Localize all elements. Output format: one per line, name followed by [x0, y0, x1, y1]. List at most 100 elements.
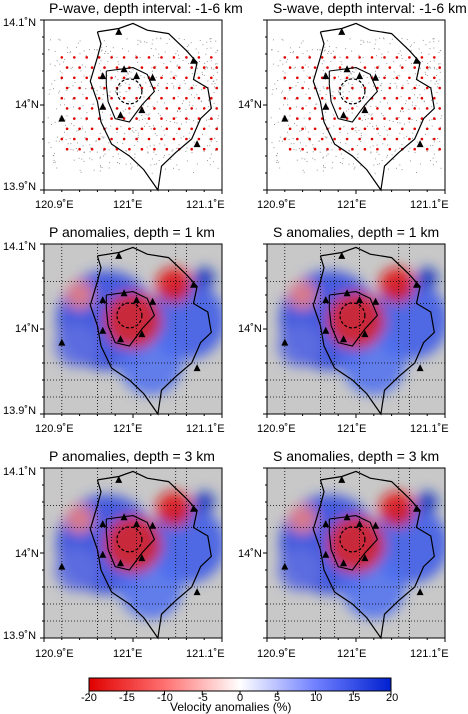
event-dot [62, 61, 64, 63]
grid-node [185, 96, 188, 100]
event-dot [95, 140, 97, 142]
event-dot [418, 48, 420, 50]
station-triangle [120, 65, 128, 73]
grid-node [128, 86, 131, 90]
event-dot [317, 49, 318, 51]
event-dot [130, 128, 132, 129]
event-dot [392, 121, 394, 122]
event-dot [323, 60, 325, 62]
event-dot [155, 76, 157, 78]
anomaly-blob [379, 267, 415, 303]
event-dot [149, 126, 151, 127]
event-dot [158, 160, 160, 161]
event-dot [437, 86, 438, 88]
event-dot [128, 50, 130, 52]
event-dot [195, 48, 197, 50]
anomaly-blob [104, 516, 162, 573]
grid-node [60, 96, 64, 100]
event-dot [318, 140, 320, 142]
event-dot [352, 71, 353, 73]
event-dot [378, 76, 380, 78]
event-dot [102, 102, 104, 104]
grid-node [73, 117, 76, 120]
event-dot [325, 111, 326, 113]
station-triangle [117, 111, 125, 119]
event-dot [117, 61, 119, 63]
grid-node [165, 107, 169, 110]
event-dot [150, 48, 152, 49]
event-dot [143, 96, 145, 98]
grid-node [60, 76, 64, 80]
event-dot [54, 50, 56, 52]
event-dot [429, 41, 431, 43]
event-dot [416, 87, 418, 89]
event-dot [433, 60, 435, 62]
event-dot [192, 105, 194, 107]
grid-node [147, 56, 151, 59]
grid-node [338, 66, 342, 69]
event-dot [370, 99, 372, 101]
event-dot [342, 96, 344, 97]
event-dot [400, 110, 401, 112]
event-dot [360, 61, 362, 63]
grid-node [178, 127, 181, 131]
station-triangle [416, 588, 424, 596]
event-dot [393, 71, 395, 73]
event-dot [56, 108, 58, 110]
event-dot [78, 130, 80, 131]
xtick-121-r2c1: 121˚E [113, 423, 143, 435]
grid-node [308, 56, 312, 59]
event-dot [126, 38, 128, 40]
event-dot [360, 137, 362, 139]
cbar-tick-5: 5 [274, 692, 281, 704]
grid-node [395, 137, 399, 141]
event-dot [210, 141, 212, 143]
event-dot [288, 139, 290, 141]
event-dot [117, 153, 119, 155]
grid-node [97, 96, 101, 100]
event-dot [348, 74, 350, 76]
event-dot [375, 39, 377, 41]
station-triangle [117, 559, 125, 567]
event-dot [177, 54, 179, 56]
event-dot [352, 89, 354, 91]
station-triangle [58, 114, 66, 122]
event-dot [437, 138, 439, 139]
event-dot [312, 75, 314, 77]
event-dot [360, 141, 362, 142]
grid-node [370, 56, 374, 59]
event-dot [366, 104, 367, 106]
event-dot [436, 80, 438, 82]
event-dot [148, 75, 150, 77]
grid-node [210, 117, 213, 120]
station-triangle [340, 559, 348, 567]
event-dot [333, 125, 335, 127]
event-dot [305, 105, 307, 107]
event-dot [433, 38, 435, 40]
anomaly-blob [104, 292, 162, 349]
event-dot [206, 48, 208, 50]
event-dot [394, 82, 396, 84]
event-dot [436, 102, 438, 104]
anomaly-blob [379, 491, 415, 527]
event-dot [429, 66, 430, 68]
event-dot [54, 121, 56, 123]
grid-node [320, 96, 324, 100]
event-dot [116, 131, 118, 133]
event-dot [93, 88, 95, 90]
grid-node [178, 66, 181, 69]
event-dot [154, 163, 156, 165]
anomaly-blob [277, 324, 321, 368]
event-dot [171, 150, 173, 152]
event-dot [103, 89, 105, 91]
event-dot [397, 74, 399, 76]
event-dot [178, 169, 180, 171]
event-dot [322, 132, 324, 134]
event-dot [372, 126, 374, 127]
grid-node [202, 66, 206, 69]
event-dot [89, 151, 91, 153]
grid-node [333, 76, 336, 80]
event-dot [93, 169, 95, 171]
station-triangle [115, 251, 123, 259]
event-dot [413, 42, 415, 44]
